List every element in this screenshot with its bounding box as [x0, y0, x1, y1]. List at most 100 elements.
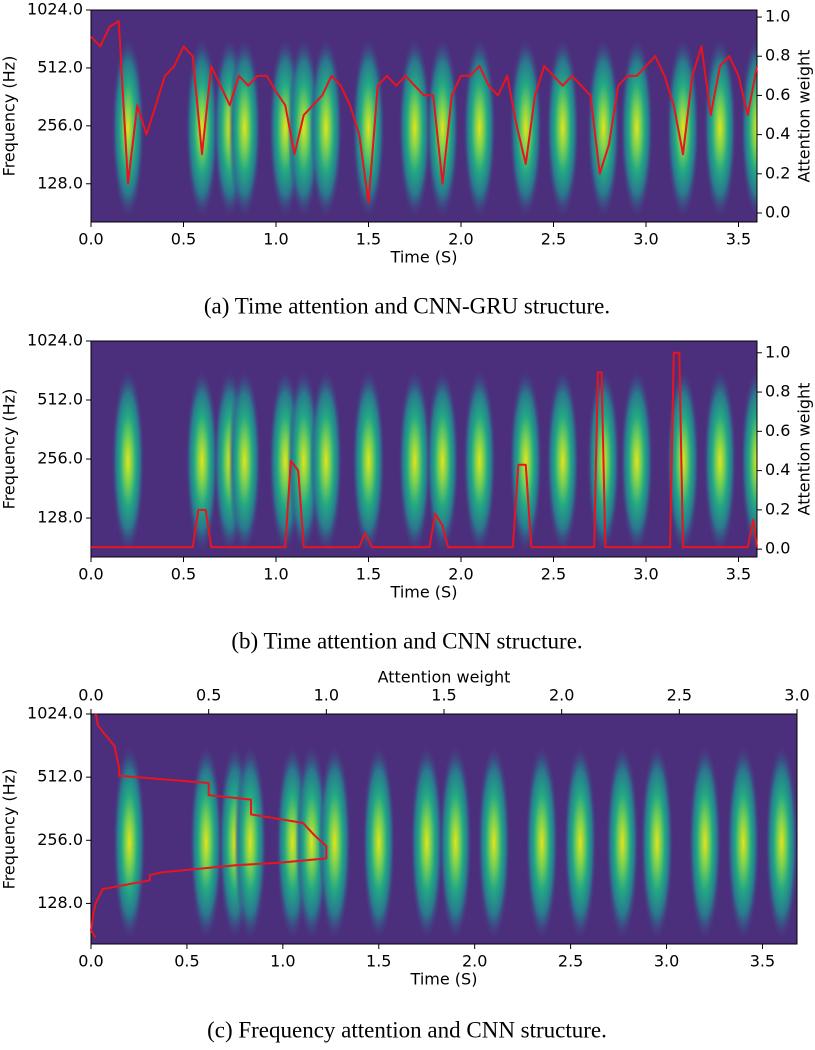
y2-tick-label: 0.2: [765, 499, 790, 518]
x2-tick-label: 3.0: [784, 686, 809, 705]
x-tick-label: 2.0: [462, 952, 487, 971]
attention-line: [90, 713, 328, 939]
spectrogram-peak: [186, 38, 218, 217]
spectrogram-peak: [309, 370, 342, 552]
y2-tick-label: 0.6: [765, 85, 790, 104]
plot-area: [91, 341, 757, 557]
y-tick-label: 1024.0: [27, 704, 83, 723]
x-tick-label: 3.0: [633, 565, 658, 584]
spectrogram-peak: [112, 370, 144, 552]
x-tick-label: 1.5: [356, 565, 381, 584]
x-axis-label: Time (S): [390, 248, 458, 267]
spectrogram-peak: [398, 38, 431, 217]
y2-tick-label: 1.0: [765, 7, 790, 26]
spectrogram-peak: [426, 370, 459, 552]
x-tick-label: 0.0: [78, 230, 103, 249]
x2-tick-label: 2.0: [549, 686, 574, 705]
spectrogram-peak: [463, 370, 496, 552]
spectrogram-peak: [546, 370, 579, 552]
spectrogram-peak: [704, 370, 736, 552]
y-axis-label: Frequency (Hz): [0, 769, 19, 890]
x-tick-label: 3.5: [750, 952, 775, 971]
y-tick-label: 512.0: [37, 767, 83, 786]
y-tick-label: 256.0: [37, 115, 83, 134]
spectrogram-peak: [287, 38, 320, 217]
spectrogram-peak: [765, 745, 797, 940]
spectrogram-peak: [309, 38, 342, 217]
spectrogram-peak: [667, 370, 699, 552]
y-tick-label: 256.0: [37, 449, 83, 468]
spectrogram-peak: [564, 745, 597, 940]
y-tick-label: 128.0: [37, 893, 83, 912]
x-tick-label: 0.5: [171, 230, 196, 249]
spectrogram-peak: [606, 745, 639, 940]
y2-tick-label: 0.8: [765, 46, 790, 65]
x2-tick-label: 2.5: [667, 686, 692, 705]
spectrogram-peak: [688, 745, 721, 940]
caption: (c) Frequency attention and CNN structur…: [207, 1017, 607, 1042]
spectrogram-peak: [704, 38, 736, 217]
y2-tick-label: 0.0: [765, 539, 790, 558]
spectrogram-peak: [546, 38, 579, 217]
x-tick-label: 2.5: [541, 565, 566, 584]
plot-area: [91, 714, 797, 944]
spectrogram-peak: [426, 38, 459, 217]
y2-axis-label: Attention weight: [795, 383, 814, 516]
spectrogram-peak: [509, 38, 542, 217]
spectrogram-peak: [398, 370, 431, 552]
spectrogram-peak: [525, 745, 558, 940]
y2-tick-label: 0.6: [765, 421, 790, 440]
y2-tick-label: 1.0: [765, 342, 790, 361]
spectrogram-peak: [112, 38, 144, 217]
spectrogram-peak: [352, 370, 385, 552]
spectrogram-peak: [287, 370, 320, 552]
x-tick-label: 1.5: [366, 952, 391, 971]
spectrogram-peak: [640, 745, 673, 940]
plot-area: [91, 10, 757, 222]
spectrogram-peak: [113, 745, 146, 940]
y2-tick-label: 0.2: [765, 163, 790, 182]
x2-tick-label: 0.0: [78, 686, 103, 705]
y-tick-label: 128.0: [37, 173, 83, 192]
y-tick-label: 1024.0: [27, 331, 83, 350]
spectrogram-peak: [477, 745, 510, 940]
spectrogram-peak: [410, 745, 443, 940]
spectrogram-peak: [727, 745, 760, 940]
y-tick-label: 256.0: [37, 830, 83, 849]
caption: (a) Time attention and CNN-GRU structure…: [204, 293, 610, 318]
x-axis-label: Time (S): [410, 970, 478, 989]
y2-tick-label: 0.4: [765, 460, 790, 479]
x-tick-label: 2.0: [448, 230, 473, 249]
spectrogram-peak: [620, 370, 653, 552]
x-tick-label: 2.0: [448, 565, 473, 584]
spectrogram-peak: [228, 370, 261, 552]
y-tick-label: 1024.0: [27, 0, 83, 19]
y-tick-label: 512.0: [37, 390, 83, 409]
x-tick-label: 3.5: [726, 230, 751, 249]
x-tick-label: 1.5: [356, 230, 381, 249]
y-axis-label: Frequency (Hz): [0, 56, 19, 177]
x-tick-label: 3.0: [654, 952, 679, 971]
x-tick-label: 2.5: [541, 230, 566, 249]
spectrogram-peak: [295, 745, 328, 940]
plot-frame: [90, 9, 758, 223]
spectrogram-peak: [439, 745, 472, 940]
spectrogram-peak: [509, 370, 542, 552]
x2-tick-label: 1.0: [314, 686, 339, 705]
x2-tick-label: 1.5: [431, 686, 456, 705]
spectrogram-peak: [362, 745, 395, 940]
attention-line: [90, 19, 758, 205]
spectrogram-peak: [587, 38, 620, 217]
x-axis-label: Time (S): [390, 583, 458, 602]
x-tick-label: 1.0: [270, 952, 295, 971]
caption: (b) Time attention and CNN structure.: [231, 628, 582, 653]
attention-line: [91, 351, 758, 549]
spectrogram-peak: [234, 745, 267, 940]
y2-axis-label: Attention weight: [795, 50, 814, 183]
y-tick-label: 512.0: [37, 57, 83, 76]
x-tick-label: 0.0: [78, 565, 103, 584]
spectrogram-peak: [190, 745, 223, 940]
x-tick-label: 0.5: [171, 565, 196, 584]
